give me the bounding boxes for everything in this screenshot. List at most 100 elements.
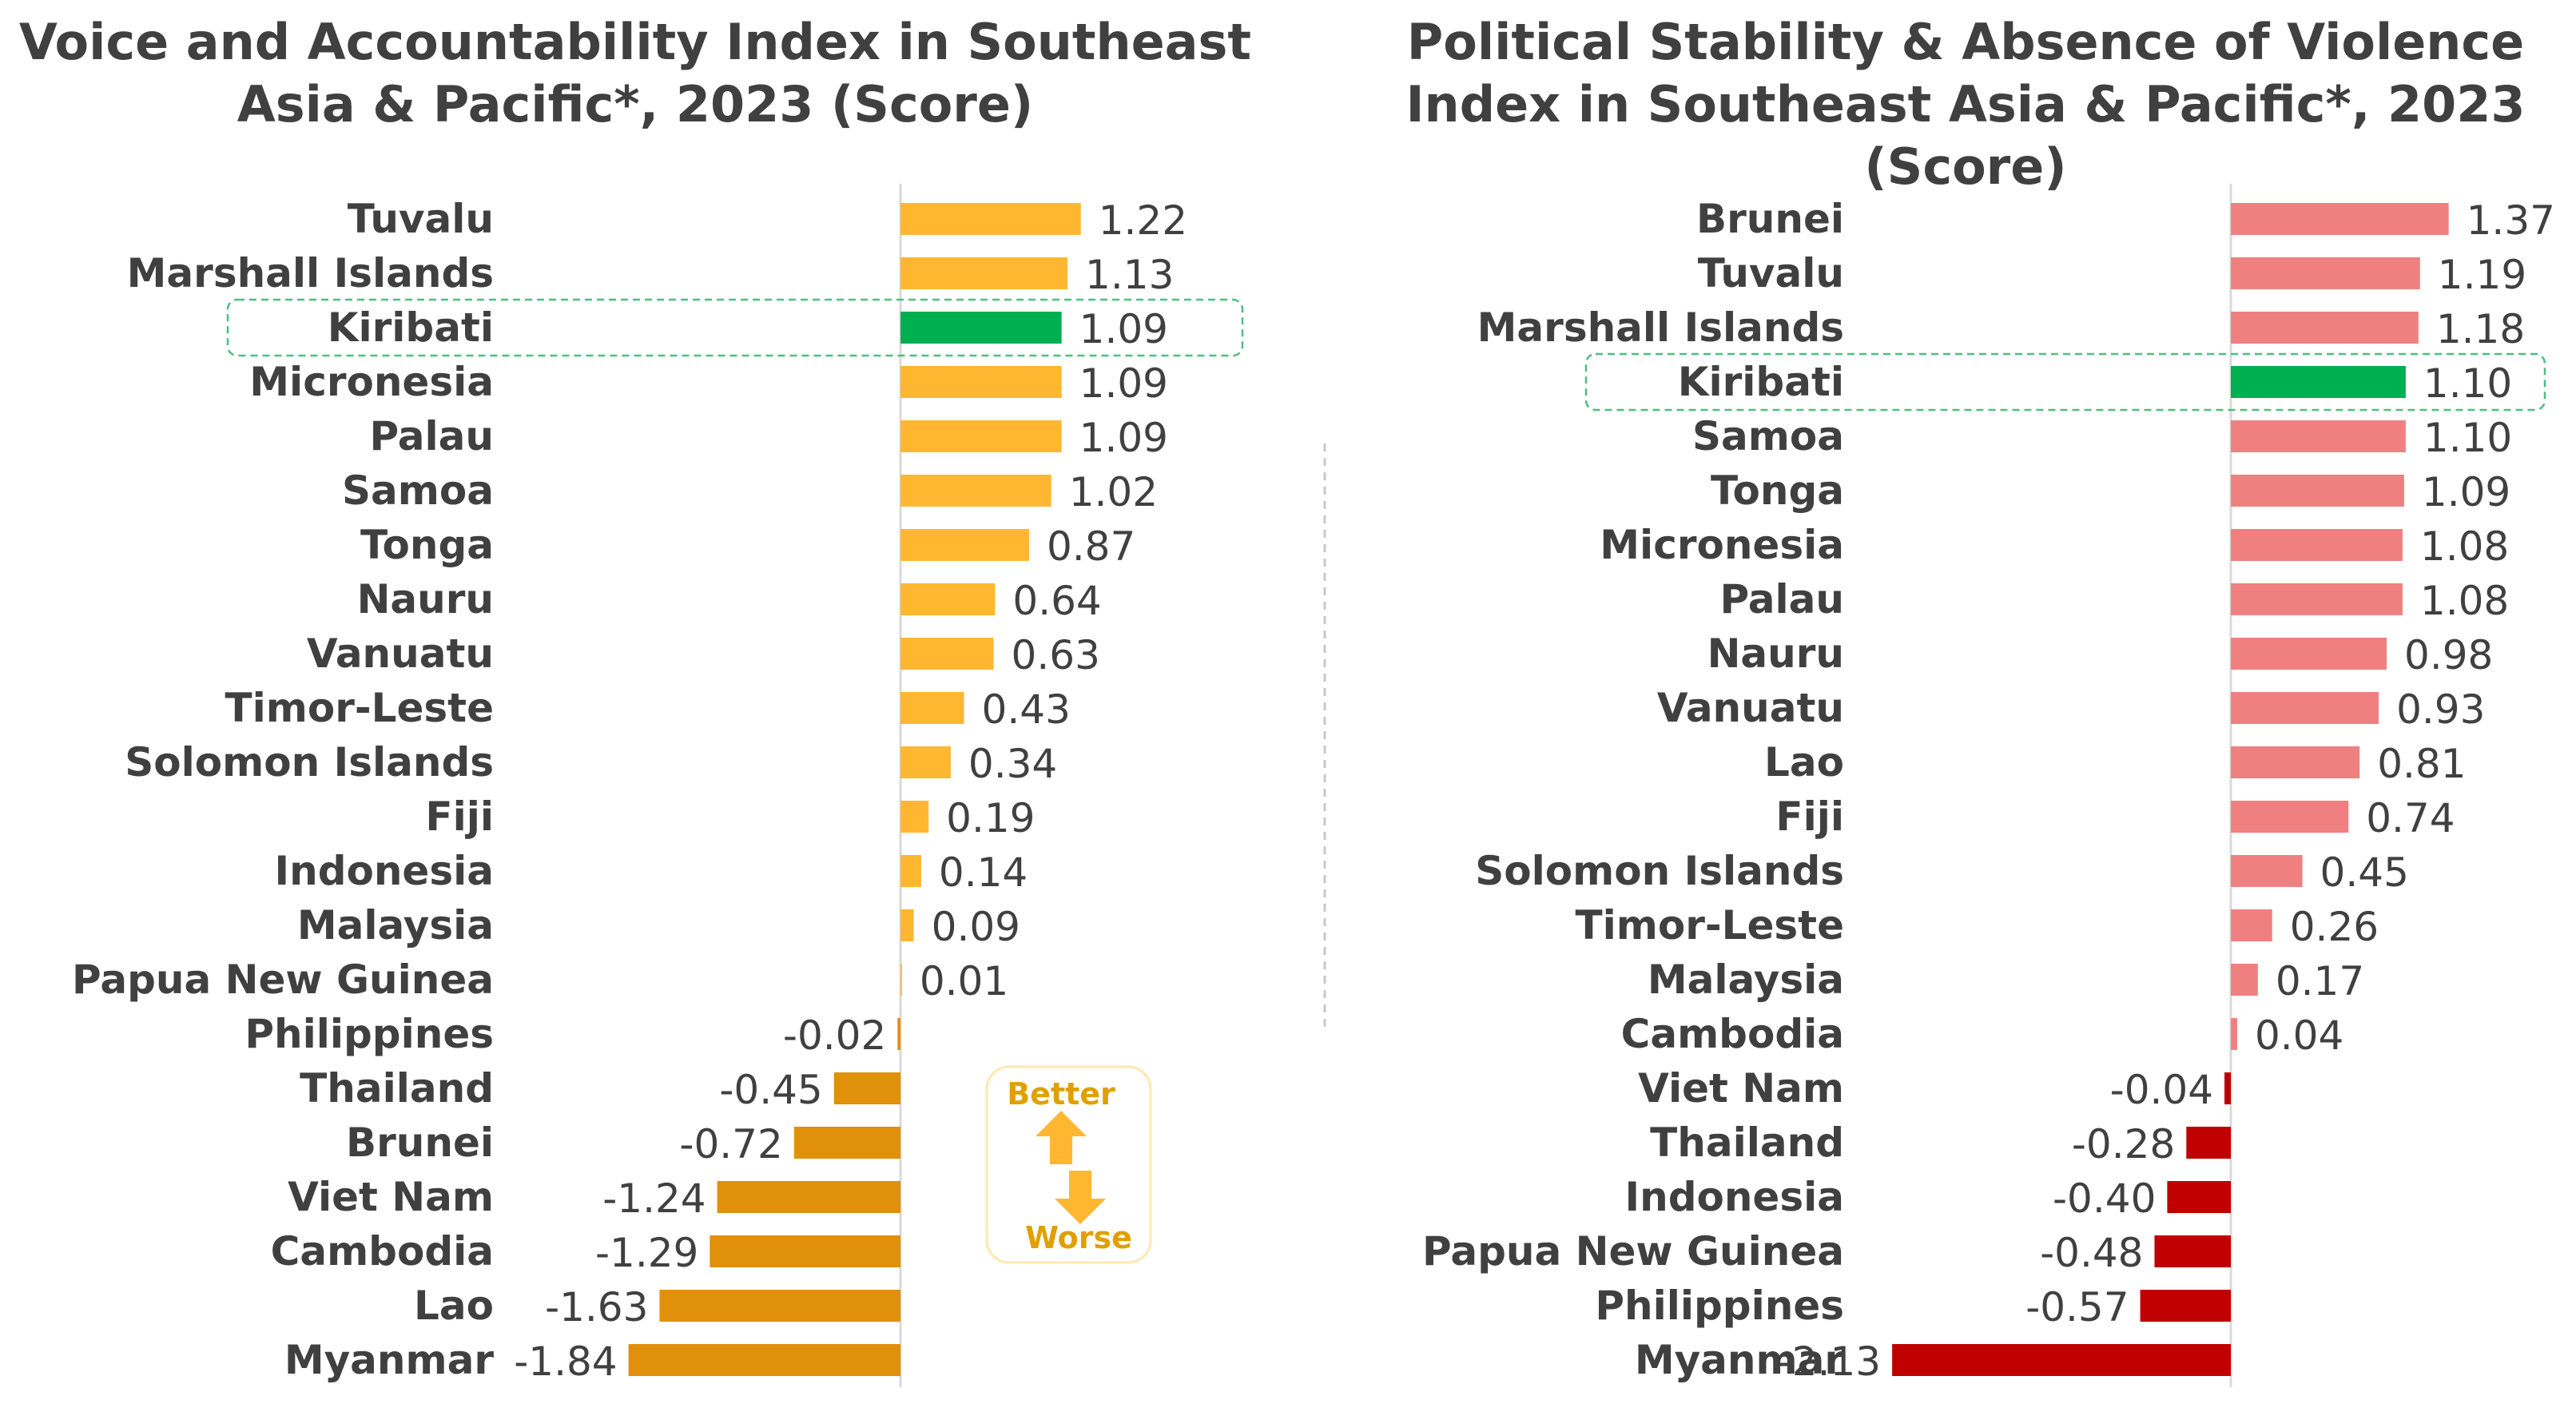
value-label-tuvalu: 1.22: [1099, 197, 1187, 244]
value-label-philippines: -0.02: [783, 1012, 886, 1059]
value-label-cambodia: 0.04: [2255, 1012, 2343, 1059]
value-label-palau: 1.08: [2420, 578, 2509, 624]
bar-malaysia: [900, 909, 914, 941]
bar-tonga: [900, 529, 1029, 561]
bar-myanmar: [1892, 1344, 2231, 1376]
value-label-viet-nam: -0.04: [2110, 1067, 2213, 1113]
arrow-down-icon: [1055, 1171, 1106, 1224]
value-label-palau: 1.09: [1079, 415, 1168, 461]
value-label-indonesia: 0.14: [939, 849, 1028, 896]
bar-micronesia: [2231, 529, 2403, 561]
category-label-viet-nam: Viet Nam: [1638, 1065, 1844, 1112]
bar-viet-nam: [717, 1181, 900, 1213]
voice-accountability-chart: Tuvalu 1.22 Marshall Islands 1.13 Kiribati 1.…: [72, 184, 1244, 1387]
category-label-timor-leste: Timor-Leste: [1576, 902, 1844, 949]
chart-title-voice-accountability: Voice and Accountability Index in Southe…: [18, 13, 1252, 133]
bar-thailand: [833, 1072, 900, 1104]
category-label-tonga: Tonga: [360, 522, 494, 568]
value-label-micronesia: 1.09: [1079, 360, 1168, 407]
bar-micronesia: [900, 366, 1062, 398]
category-label-thailand: Thailand: [1650, 1120, 1844, 1166]
category-label-malaysia: Malaysia: [297, 902, 494, 949]
value-label-samoa: 1.02: [1069, 469, 1158, 515]
value-label-lao: -1.63: [545, 1284, 648, 1330]
category-label-indonesia: Indonesia: [1625, 1174, 1845, 1220]
category-label-fiji: Fiji: [425, 793, 494, 840]
value-label-vanuatu: 0.63: [1012, 632, 1100, 678]
value-label-thailand: -0.45: [719, 1067, 822, 1113]
value-label-indonesia: -0.40: [2053, 1175, 2156, 1222]
bar-nauru: [2231, 638, 2387, 670]
bar-marshall-islands: [900, 257, 1068, 289]
legend-better-worse: Better Worse: [985, 1065, 1152, 1264]
bar-tuvalu: [900, 203, 1081, 235]
category-label-palau: Palau: [369, 413, 494, 459]
bar-lao: [659, 1290, 900, 1322]
category-label-fiji: Fiji: [1775, 793, 1844, 840]
category-label-marshall-islands: Marshall Islands: [127, 250, 494, 296]
bar-tuvalu: [2231, 257, 2420, 289]
bar-indonesia: [900, 855, 921, 887]
bar-indonesia: [2167, 1181, 2231, 1213]
category-label-kiribati: Kiribati: [328, 304, 494, 351]
legend-better-label: Better: [1007, 1076, 1115, 1112]
bar-vanuatu: [900, 638, 994, 670]
bar-fiji: [2231, 801, 2349, 833]
category-label-brunei: Brunei: [346, 1120, 494, 1166]
category-label-philippines: Philippines: [244, 1011, 494, 1057]
legend-worse-label: Worse: [1025, 1220, 1132, 1255]
category-label-papua-new-guinea: Papua New Guinea: [72, 957, 494, 1003]
category-label-indonesia: Indonesia: [275, 848, 495, 894]
category-label-papua-new-guinea: Papua New Guinea: [1422, 1228, 1844, 1275]
value-label-tonga: 1.09: [2422, 469, 2510, 515]
category-label-philippines: Philippines: [1595, 1283, 1844, 1329]
value-label-fiji: 0.74: [2366, 795, 2455, 841]
category-label-nauru: Nauru: [1707, 630, 1844, 677]
category-label-cambodia: Cambodia: [271, 1228, 494, 1275]
value-label-philippines: -0.57: [2025, 1284, 2129, 1330]
category-label-cambodia: Cambodia: [1621, 1011, 1844, 1057]
bar-kiribati: [2231, 366, 2406, 398]
category-label-brunei: Brunei: [1696, 196, 1844, 242]
value-label-marshall-islands: 1.13: [1085, 252, 1174, 298]
value-label-viet-nam: -1.24: [602, 1175, 706, 1222]
category-label-samoa: Samoa: [342, 467, 494, 514]
category-label-solomon-islands: Solomon Islands: [125, 739, 494, 786]
highlight-box-kiribati: [1584, 352, 2546, 412]
bar-philippines: [897, 1018, 900, 1050]
bar-marshall-islands: [2231, 312, 2419, 344]
value-label-solomon-islands: 0.45: [2320, 849, 2409, 896]
category-label-nauru: Nauru: [357, 576, 494, 622]
value-label-brunei: -0.72: [679, 1121, 782, 1167]
bar-viet-nam: [2224, 1072, 2231, 1104]
chart-title-political-stability: Political Stability & Absence of Violenc…: [1405, 13, 2526, 196]
political-stability-chart: Brunei 1.37 Tuvalu 1.19 Marshall Islands 1.18…: [1422, 184, 2555, 1387]
bar-nauru: [900, 583, 996, 615]
category-label-malaysia: Malaysia: [1648, 957, 1844, 1003]
bar-brunei: [2231, 203, 2449, 235]
category-label-tonga: Tonga: [1711, 467, 1844, 514]
bar-samoa: [900, 475, 1051, 507]
category-label-myanmar: Myanmar: [284, 1337, 495, 1383]
value-label-papua-new-guinea: 0.01: [920, 958, 1008, 1004]
value-label-timor-leste: 0.26: [2290, 904, 2379, 950]
value-label-samoa: 1.10: [2423, 415, 2512, 461]
value-label-malaysia: 0.17: [2276, 958, 2364, 1004]
value-label-kiribati: 1.09: [1079, 306, 1168, 352]
category-label-tuvalu: Tuvalu: [348, 196, 494, 242]
bar-brunei: [793, 1127, 900, 1159]
bar-vanuatu: [2231, 692, 2379, 724]
value-label-malaysia: 0.09: [932, 904, 1020, 950]
category-label-micronesia: Micronesia: [249, 359, 494, 405]
category-label-myanmar: Myanmar: [1635, 1337, 1845, 1383]
highlight-box-kiribati: [226, 298, 1244, 357]
bar-papua-new-guinea: [900, 964, 902, 996]
value-label-myanmar: -1.84: [514, 1338, 617, 1385]
category-label-vanuatu: Vanuatu: [307, 630, 494, 677]
bar-cambodia: [710, 1235, 900, 1267]
value-label-nauru: 0.64: [1012, 578, 1101, 624]
bar-solomon-islands: [2231, 855, 2303, 887]
bar-cambodia: [2231, 1018, 2237, 1050]
category-label-tuvalu: Tuvalu: [1698, 250, 1844, 296]
